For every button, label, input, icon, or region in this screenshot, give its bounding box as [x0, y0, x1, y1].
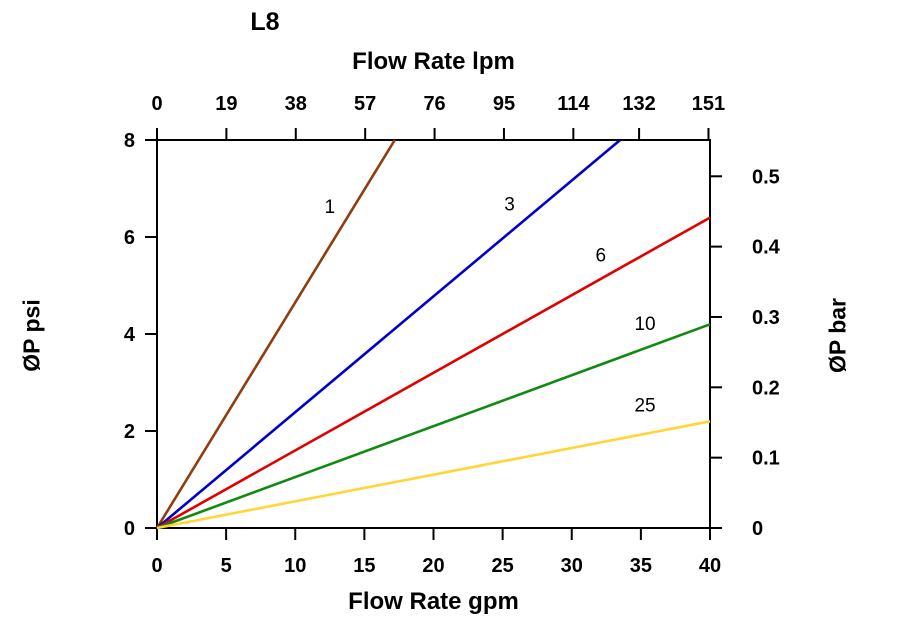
y-right-tick-label: 0.5 [752, 166, 780, 188]
series-line-6 [156, 216, 711, 530]
x-top-tick-label: 114 [557, 93, 590, 115]
series-line-10 [156, 323, 711, 530]
x-bottom-tick-label: 35 [630, 555, 652, 577]
x-bottom-tick-label: 10 [284, 555, 306, 577]
series-line-1 [155, 139, 396, 529]
chart-title: L8 [250, 8, 280, 36]
series-line-25 [156, 420, 711, 530]
right-axis-label: ØP bar [824, 298, 851, 373]
x-top-tick-label: 38 [285, 93, 307, 115]
y-right-tick-label: 0.3 [752, 307, 780, 329]
x-bottom-tick-label: 15 [353, 555, 375, 577]
y-right-tick-label: 0.2 [752, 377, 780, 399]
x-bottom-tick-label: 5 [221, 555, 232, 577]
series-label-6: 6 [595, 245, 606, 266]
y-left-tick-label: 8 [124, 130, 135, 152]
x-bottom-tick-label: 0 [151, 555, 162, 577]
x-top-tick-label: 57 [354, 93, 376, 115]
series-label-25: 25 [634, 396, 655, 417]
x-top-tick-label: 95 [493, 93, 515, 115]
series-label-3: 3 [504, 194, 515, 215]
x-top-tick-label: 151 [692, 93, 725, 115]
y-right-tick-label: 0.4 [752, 237, 781, 259]
y-left-tick-label: 0 [124, 518, 135, 540]
x-bottom-tick-label: 30 [561, 555, 583, 577]
y-left-tick-label: 6 [124, 227, 135, 249]
left-axis-label: ØP psi [18, 299, 45, 372]
x-bottom-tick-label: 20 [422, 555, 444, 577]
y-left-tick-label: 4 [124, 324, 136, 346]
x-top-tick-label: 132 [622, 93, 655, 115]
x-bottom-tick-label: 40 [699, 555, 721, 577]
series-label-10: 10 [634, 314, 655, 335]
y-left-tick-label: 2 [124, 421, 135, 443]
top-axis-label: Flow Rate lpm [352, 48, 515, 75]
plot-frame [156, 139, 711, 529]
x-top-tick-label: 76 [423, 93, 445, 115]
y-right-tick-label: 0.1 [752, 448, 780, 470]
x-top-tick-label: 0 [151, 93, 162, 115]
x-bottom-tick-label: 25 [492, 555, 514, 577]
series-line-3 [156, 139, 621, 529]
series-label-1: 1 [325, 197, 336, 218]
x-top-tick-label: 19 [215, 93, 237, 115]
y-right-tick-label: 0 [752, 518, 763, 540]
bottom-axis-label: Flow Rate gpm [348, 588, 519, 615]
